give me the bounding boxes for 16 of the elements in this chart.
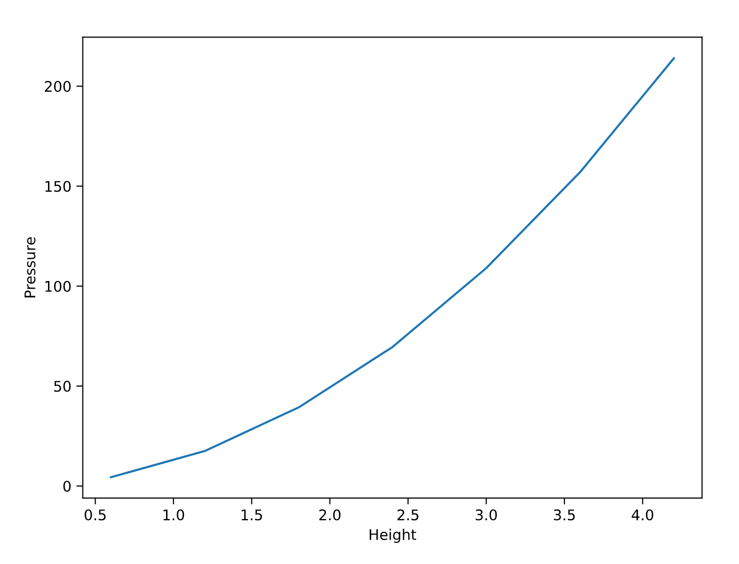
y-tick-label: 0 xyxy=(63,480,71,492)
y-tick-label: 100 xyxy=(45,280,71,292)
x-tick-label: 1.5 xyxy=(242,510,262,520)
x-tick-label: 3.0 xyxy=(476,509,497,520)
x-axis-title: Height xyxy=(370,528,416,543)
x-tick-label: 0.5 xyxy=(84,509,106,520)
x-tick-label: 2.5 xyxy=(398,509,418,520)
y-tick-label: 200 xyxy=(44,80,71,92)
x-tick-label: 1.0 xyxy=(163,509,184,520)
y-tick-label: 50 xyxy=(54,380,71,392)
x-tick-label: 2.0 xyxy=(319,509,340,520)
line-series xyxy=(110,57,675,478)
x-tick-label: 4.0 xyxy=(632,509,654,520)
y-tick-label: 150 xyxy=(45,180,71,192)
y-axis-title: Pressure xyxy=(24,237,36,298)
x-tick-label: 3.5 xyxy=(554,509,575,520)
